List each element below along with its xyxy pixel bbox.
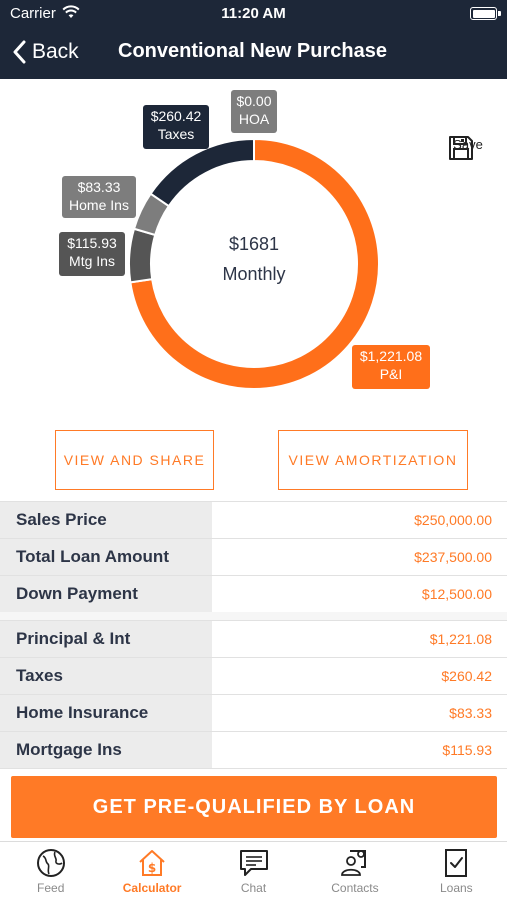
row-label: Total Loan Amount bbox=[0, 539, 212, 575]
donut-slice-taxes bbox=[149, 137, 255, 208]
view-amortization-button[interactable]: VIEW AMORTIZATION bbox=[278, 430, 468, 490]
globe-icon bbox=[36, 849, 65, 877]
table-row: Principal & Int $1,221.08 bbox=[0, 621, 507, 658]
row-value[interactable]: $1,221.08 bbox=[429, 631, 492, 647]
donut-svg bbox=[128, 137, 380, 390]
tab-label: Loans bbox=[439, 881, 473, 895]
table-row: Down Payment $12,500.00 bbox=[0, 576, 507, 613]
table-row: Taxes $260.42 bbox=[0, 658, 507, 695]
donut-slice-p-i bbox=[129, 137, 380, 390]
donut-slice-mtg-ins bbox=[128, 227, 157, 284]
row-label: Mortgage Ins bbox=[0, 732, 212, 768]
row-label: Taxes bbox=[0, 658, 212, 694]
tab-feed[interactable]: Feed bbox=[0, 842, 101, 900]
slice-label-mtg-ins: $115.93 Mtg Ins bbox=[59, 232, 125, 276]
row-value[interactable]: $115.93 bbox=[442, 742, 492, 758]
chat-icon bbox=[239, 850, 268, 876]
slice-label-home-ins-amount: $83.33 bbox=[77, 179, 121, 195]
chart-center-amount: $1681 bbox=[228, 234, 280, 254]
slice-label-pi-amount: $1,221.08 bbox=[359, 348, 423, 364]
row-value[interactable]: $12,500.00 bbox=[421, 586, 492, 602]
back-button[interactable]: Back bbox=[12, 36, 79, 68]
status-bar: Carrier 11:20 AM bbox=[0, 0, 507, 28]
floppy-disk-icon bbox=[449, 136, 473, 160]
table-row: Home Insurance $83.33 bbox=[0, 695, 507, 732]
slice-label-taxes: $260.42 Taxes bbox=[143, 105, 209, 149]
tab-contacts[interactable]: Contacts bbox=[304, 842, 405, 900]
tab-bar: Feed $ Calculator Chat Contacts bbox=[0, 841, 507, 900]
save-button[interactable]: Save bbox=[448, 135, 488, 160]
slice-label-pi-name: P&I bbox=[379, 366, 403, 382]
slice-label-mtg-ins-name: Mtg Ins bbox=[69, 253, 115, 269]
row-value[interactable]: $83.33 bbox=[449, 705, 492, 721]
slice-label-home-ins-name: Home Ins bbox=[69, 197, 129, 213]
slice-label-hoa-amount: $0.00 bbox=[236, 93, 272, 109]
payment-donut-chart: $1681 Monthly $260.42 Taxes $0.00 HOA $8… bbox=[0, 79, 507, 409]
tab-label: Contacts bbox=[331, 881, 379, 895]
row-label: Sales Price bbox=[0, 502, 212, 538]
chart-center-label: Monthly bbox=[222, 264, 286, 284]
slice-label-hoa-name: HOA bbox=[238, 111, 270, 127]
row-label: Principal & Int bbox=[0, 621, 212, 657]
battery-icon bbox=[470, 7, 501, 20]
row-value[interactable]: $237,500.00 bbox=[414, 549, 492, 565]
calculator-house-icon: $ bbox=[139, 850, 165, 876]
slice-label-pi: $1,221.08 P&I bbox=[352, 345, 430, 389]
loans-document-icon bbox=[445, 849, 468, 877]
status-time: 11:20 AM bbox=[221, 5, 286, 22]
page-title: Conventional New Purchase bbox=[118, 40, 387, 62]
tab-loans[interactable]: Loans bbox=[406, 842, 507, 900]
table-row: Sales Price $250,000.00 bbox=[0, 502, 507, 539]
row-value[interactable]: $250,000.00 bbox=[414, 512, 492, 528]
app-header: Carrier 11:20 AM Back Conventional New P… bbox=[0, 0, 507, 79]
tab-label: Calculator bbox=[122, 881, 182, 895]
payment-breakdown-table: Principal & Int $1,221.08 Taxes $260.42 … bbox=[0, 620, 507, 769]
tab-label: Feed bbox=[37, 881, 65, 895]
contacts-icon bbox=[341, 850, 366, 876]
slice-label-home-ins: $83.33 Home Ins bbox=[62, 176, 136, 218]
chevron-left-icon bbox=[13, 40, 26, 64]
loan-summary-table: Sales Price $250,000.00 Total Loan Amoun… bbox=[0, 501, 507, 613]
section-divider bbox=[0, 612, 507, 620]
back-label: Back bbox=[32, 40, 79, 63]
view-and-share-button[interactable]: VIEW AND SHARE bbox=[55, 430, 214, 490]
row-label: Down Payment bbox=[0, 576, 212, 612]
table-row: Mortgage Ins $115.93 bbox=[0, 732, 507, 769]
slice-label-mtg-ins-amount: $115.93 bbox=[67, 235, 117, 251]
slice-label-hoa: $0.00 HOA bbox=[231, 90, 277, 133]
tab-calculator[interactable]: $ Calculator bbox=[101, 842, 202, 900]
carrier-label: Carrier bbox=[10, 5, 56, 22]
svg-text:$: $ bbox=[148, 861, 156, 875]
row-value[interactable]: $260.42 bbox=[441, 668, 492, 684]
row-label: Home Insurance bbox=[0, 695, 212, 731]
table-row: Total Loan Amount $237,500.00 bbox=[0, 539, 507, 576]
tab-chat[interactable]: Chat bbox=[203, 842, 304, 900]
wifi-icon bbox=[62, 5, 80, 23]
slice-label-taxes-amount: $260.42 bbox=[150, 108, 202, 124]
tab-label: Chat bbox=[240, 881, 267, 895]
get-pre-qualified-button[interactable]: GET PRE-QUALIFIED BY LOAN bbox=[11, 776, 497, 838]
slice-label-taxes-name: Taxes bbox=[157, 126, 195, 142]
